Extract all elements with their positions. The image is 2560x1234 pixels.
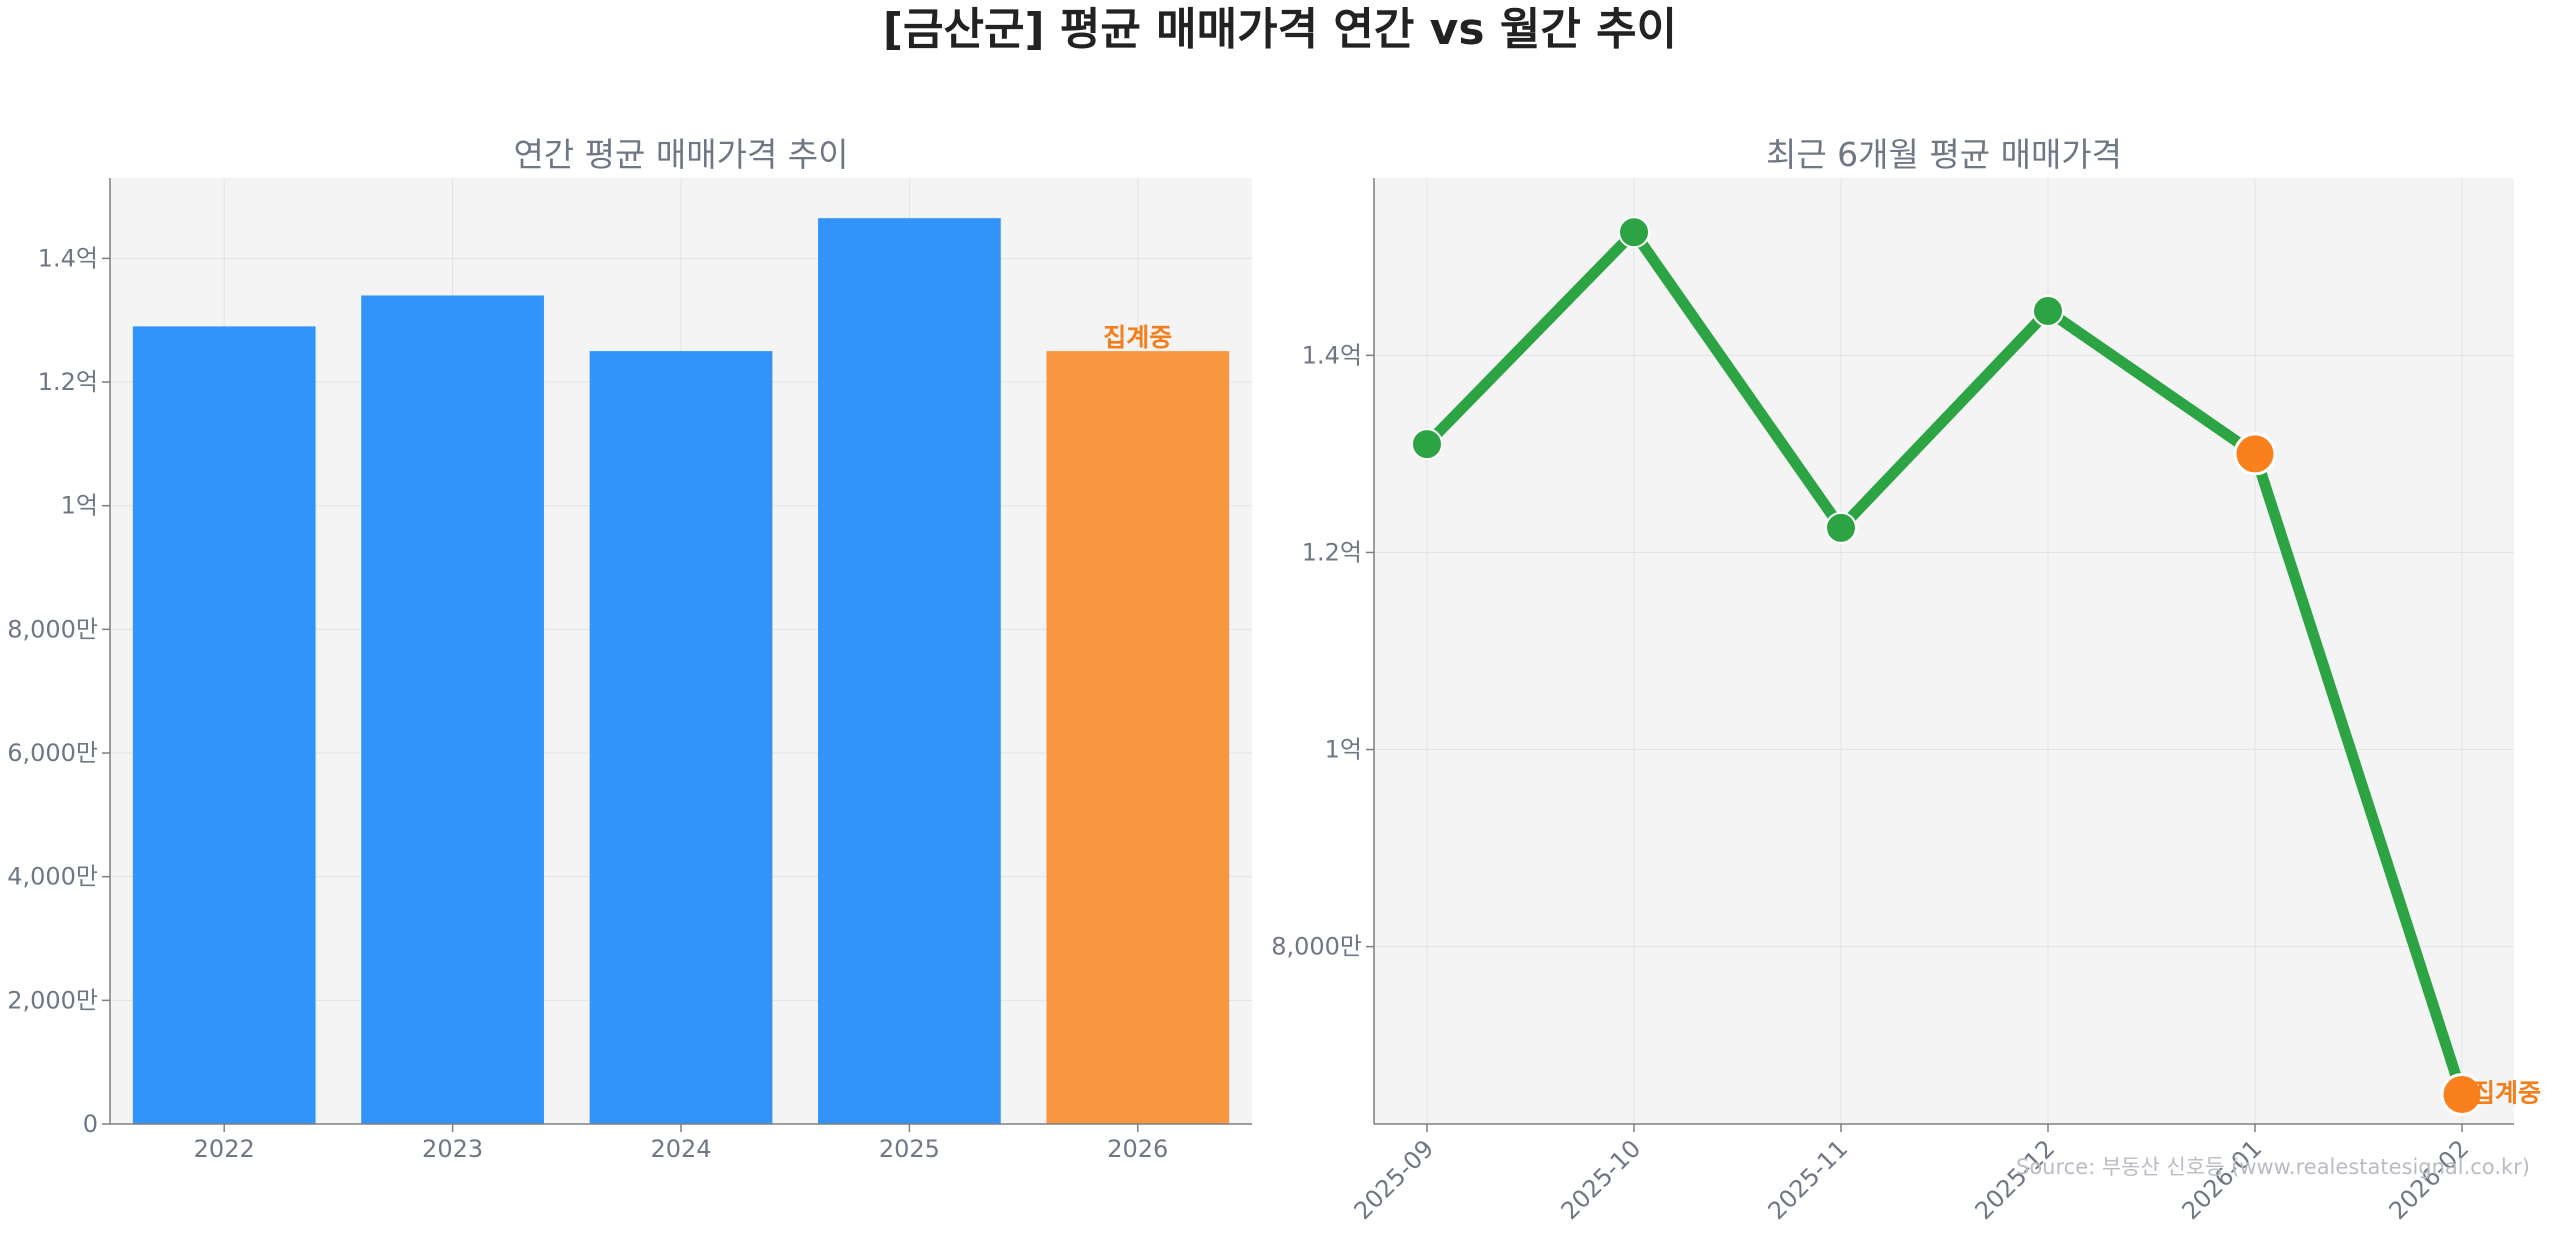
figure-title: [금산군] 평균 매매가격 연간 vs 월간 추이 xyxy=(883,4,1677,55)
monthly-pending-label: 집계중 xyxy=(2472,1078,2541,1107)
annual-axes xyxy=(102,178,1252,1132)
monthly-xtick-label: 2025-10 xyxy=(1556,1134,1647,1225)
annual-bar xyxy=(361,295,544,1124)
monthly-price-line xyxy=(1421,226,2468,1100)
monthly-xtick-label: 2025-09 xyxy=(1349,1134,1440,1225)
monthly-axes xyxy=(1366,178,2514,1132)
monthly-xtick-label: 2026-01 xyxy=(2177,1134,2268,1225)
monthly-line-chart: 8,000만 1억 1.2억 1.4억 2025-09 2025-10 2025-11 202… xyxy=(1271,135,2541,1225)
annual-bar xyxy=(818,218,1001,1124)
monthly-point xyxy=(2032,295,2064,328)
monthly-ytick-label: 1.2억 xyxy=(1302,538,1362,566)
monthly-ytick-label: 8,000만 xyxy=(1271,933,1362,961)
monthly-chart-title: 최근 6개월 평균 매매가격 xyxy=(1766,135,2122,174)
annual-bar xyxy=(589,351,773,1125)
monthly-point xyxy=(1618,216,1650,249)
annual-ytick-label: 1억 xyxy=(61,492,98,520)
annual-xtick-label: 2022 xyxy=(194,1135,255,1163)
annual-ytick-label: 8,000만 xyxy=(7,615,98,643)
annual-bar xyxy=(132,326,316,1124)
annual-ytick-label: 2,000만 xyxy=(7,986,98,1014)
annual-bar-pending xyxy=(1046,351,1230,1125)
annual-ytick-label: 1.4억 xyxy=(38,244,98,272)
monthly-xtick-label: 2025-12 xyxy=(1970,1134,2061,1225)
monthly-point xyxy=(1411,428,1443,461)
annual-ytick-label: 0 xyxy=(83,1110,98,1138)
annual-tick-labels: 0 2,000만 4,000만 6,000만 8,000만 1억 1.2억 1.4억 2022 2… xyxy=(7,244,1168,1163)
monthly-line-series xyxy=(1411,216,2484,1116)
annual-ytick-label: 6,000만 xyxy=(7,739,98,767)
annual-chart-title: 연간 평균 매매가격 추이 xyxy=(513,135,848,174)
annual-bar-chart: 0 2,000만 4,000만 6,000만 8,000만 1억 1.2억 1.4억 2022 2… xyxy=(7,135,1252,1163)
monthly-gridlines xyxy=(1374,178,2514,1124)
annual-xtick-label: 2023 xyxy=(422,1135,483,1163)
annual-ytick-label: 1.2억 xyxy=(38,368,98,396)
monthly-ytick-label: 1억 xyxy=(1325,736,1362,764)
monthly-point-pending xyxy=(2440,1072,2484,1116)
annual-xtick-label: 2025 xyxy=(879,1135,940,1163)
monthly-ytick-label: 1.4억 xyxy=(1302,341,1362,369)
annual-bars xyxy=(132,218,1230,1125)
monthly-point-pending xyxy=(2233,432,2277,476)
annual-ytick-label: 4,000만 xyxy=(7,863,98,891)
monthly-xtick-label: 2026-02 xyxy=(2384,1134,2475,1225)
monthly-xtick-label: 2025-11 xyxy=(1763,1134,1854,1225)
annual-xtick-label: 2026 xyxy=(1107,1135,1168,1163)
annual-xtick-label: 2024 xyxy=(650,1135,711,1163)
monthly-point xyxy=(1825,511,1857,544)
annual-pending-label: 집계중 xyxy=(1103,323,1172,352)
source-note: Source: 부동산 신호등 (www.realestatesignal.co… xyxy=(2016,1155,2530,1179)
